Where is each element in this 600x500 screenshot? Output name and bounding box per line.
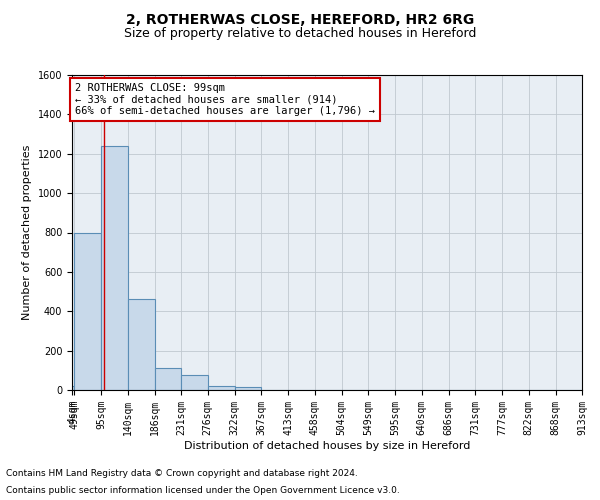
Bar (155, 368, 181, 390)
Text: Size of property relative to detached houses in Hereford: Size of property relative to detached ho… (124, 28, 476, 40)
Text: 2, ROTHERWAS CLOSE, HEREFORD, HR2 6RG: 2, ROTHERWAS CLOSE, HEREFORD, HR2 6RG (126, 12, 474, 26)
X-axis label: Distribution of detached houses by size in Hereford: Distribution of detached houses by size … (184, 440, 470, 450)
Bar (181, 375, 208, 390)
Text: Contains HM Land Registry data © Crown copyright and database right 2024.: Contains HM Land Registry data © Crown c… (6, 468, 358, 477)
Bar (208, 386, 235, 390)
Bar (101, 146, 128, 390)
Bar (128, 300, 155, 390)
Bar (72, 386, 74, 390)
Y-axis label: Number of detached properties: Number of detached properties (22, 145, 32, 320)
Bar (74, 232, 101, 390)
Text: 2 ROTHERWAS CLOSE: 99sqm
← 33% of detached houses are smaller (914)
66% of semi-: 2 ROTHERWAS CLOSE: 99sqm ← 33% of detach… (75, 83, 375, 116)
Bar (235, 387, 261, 390)
Text: Contains public sector information licensed under the Open Government Licence v3: Contains public sector information licen… (6, 486, 400, 495)
